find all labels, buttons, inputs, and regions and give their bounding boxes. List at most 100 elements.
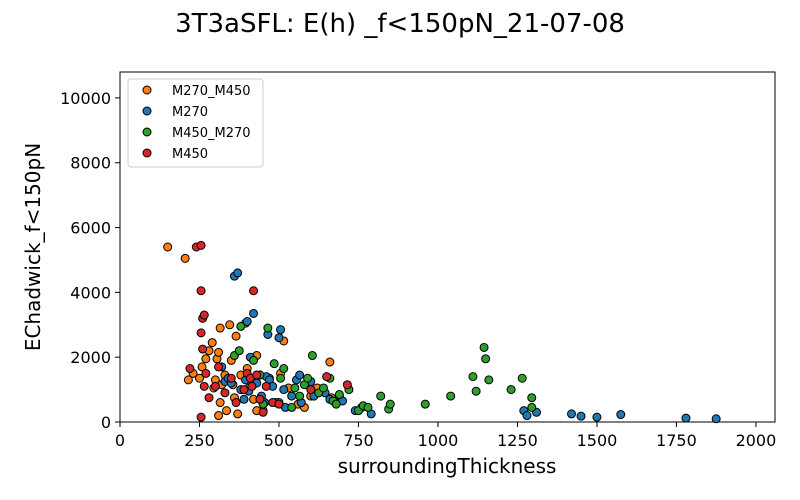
legend: M270_M450 M270 M450_M270 M450 [127, 78, 264, 168]
data-point [247, 381, 257, 391]
data-point [261, 381, 271, 391]
data-point [334, 389, 344, 399]
data-point [196, 286, 206, 296]
data-point [517, 373, 527, 383]
data-point [239, 394, 249, 404]
data-point [711, 414, 721, 424]
data-point [201, 354, 211, 364]
data-point [255, 394, 265, 404]
x-axis-label: surroundingThickness [338, 454, 557, 478]
data-point [276, 373, 286, 383]
legend-label: M270_M450 [172, 84, 251, 99]
data-point [287, 391, 297, 401]
y-tick-label: 6000 [70, 219, 111, 238]
data-point [274, 399, 284, 409]
x-tick-label: 250 [184, 431, 215, 450]
data-point [258, 407, 268, 417]
data-point [207, 338, 217, 348]
data-point [249, 355, 259, 365]
data-point [506, 385, 516, 395]
y-tick-label: 2000 [70, 348, 111, 367]
data-point [196, 328, 206, 338]
data-point [522, 411, 532, 421]
data-point [576, 411, 586, 421]
legend-label: M450 [172, 147, 208, 162]
data-point [214, 347, 224, 357]
data-point [269, 359, 279, 369]
x-tick-label: 1750 [656, 431, 697, 450]
data-point [263, 323, 273, 333]
data-point [239, 385, 249, 395]
series-m450 [185, 98, 352, 422]
data-point [287, 402, 297, 412]
legend-marker [142, 85, 152, 95]
data-point [204, 393, 214, 403]
legend-marker [142, 148, 152, 158]
data-point [446, 391, 456, 401]
legend-box [127, 78, 264, 168]
x-tick-label: 1500 [577, 431, 618, 450]
data-point [236, 321, 246, 331]
y-tick-label: 10000 [60, 89, 111, 108]
data-point [215, 398, 225, 408]
data-point [471, 386, 481, 396]
x-axis: 0 250 500 750 1000 1250 1500 1750 2000 [115, 422, 776, 450]
x-tick-label: 0 [115, 431, 125, 450]
data-point [527, 402, 537, 412]
data-point [201, 368, 211, 378]
data-point [479, 342, 489, 352]
data-point [331, 399, 341, 409]
data-point [185, 364, 195, 374]
data-point [233, 409, 243, 419]
data-point [210, 381, 220, 391]
data-point [592, 412, 602, 422]
y-axis-label: EChadwick_f<150pN [21, 143, 45, 351]
x-tick-label: 750 [343, 431, 374, 450]
chart-title: 3T3aSFL: E(h) _f<150pN_21-07-08 [175, 9, 625, 39]
data-point [567, 409, 576, 419]
data-point [279, 385, 289, 395]
data-point [276, 325, 286, 335]
y-axis: 0 2000 4000 6000 8000 10000 [60, 89, 120, 432]
data-point [481, 354, 491, 364]
data-point [199, 381, 209, 391]
data-point [279, 364, 289, 374]
data-point [234, 346, 244, 356]
data-point [249, 286, 259, 296]
y-tick-label: 4000 [70, 283, 111, 302]
data-point [681, 413, 691, 423]
legend-marker [142, 106, 152, 116]
data-point [295, 391, 305, 401]
data-point [322, 372, 332, 382]
data-point [197, 362, 207, 372]
data-point [242, 317, 252, 327]
data-point [214, 411, 224, 421]
data-point [225, 320, 235, 330]
y-tick-label: 8000 [70, 154, 111, 173]
data-point [319, 383, 328, 393]
data-point [307, 351, 317, 361]
data-point [616, 410, 626, 420]
x-tick-label: 500 [264, 431, 295, 450]
data-point [215, 323, 225, 333]
data-point [199, 310, 209, 320]
x-tick-label: 1000 [418, 431, 459, 450]
legend-label: M450_M270 [172, 126, 251, 141]
data-point [196, 240, 206, 250]
x-tick-label: 1250 [497, 431, 538, 450]
data-point [196, 412, 206, 422]
data-point [231, 398, 241, 408]
data-point [180, 253, 190, 263]
data-point [325, 357, 335, 367]
data-point [249, 308, 259, 318]
data-point [295, 370, 305, 380]
data-point [214, 362, 224, 372]
data-point [194, 373, 204, 383]
x-tick-label: 2000 [736, 431, 777, 450]
data-point [290, 383, 300, 393]
data-point [222, 406, 232, 416]
data-point [183, 375, 193, 385]
data-point [220, 388, 230, 398]
data-point [226, 373, 236, 383]
data-point [484, 375, 494, 385]
